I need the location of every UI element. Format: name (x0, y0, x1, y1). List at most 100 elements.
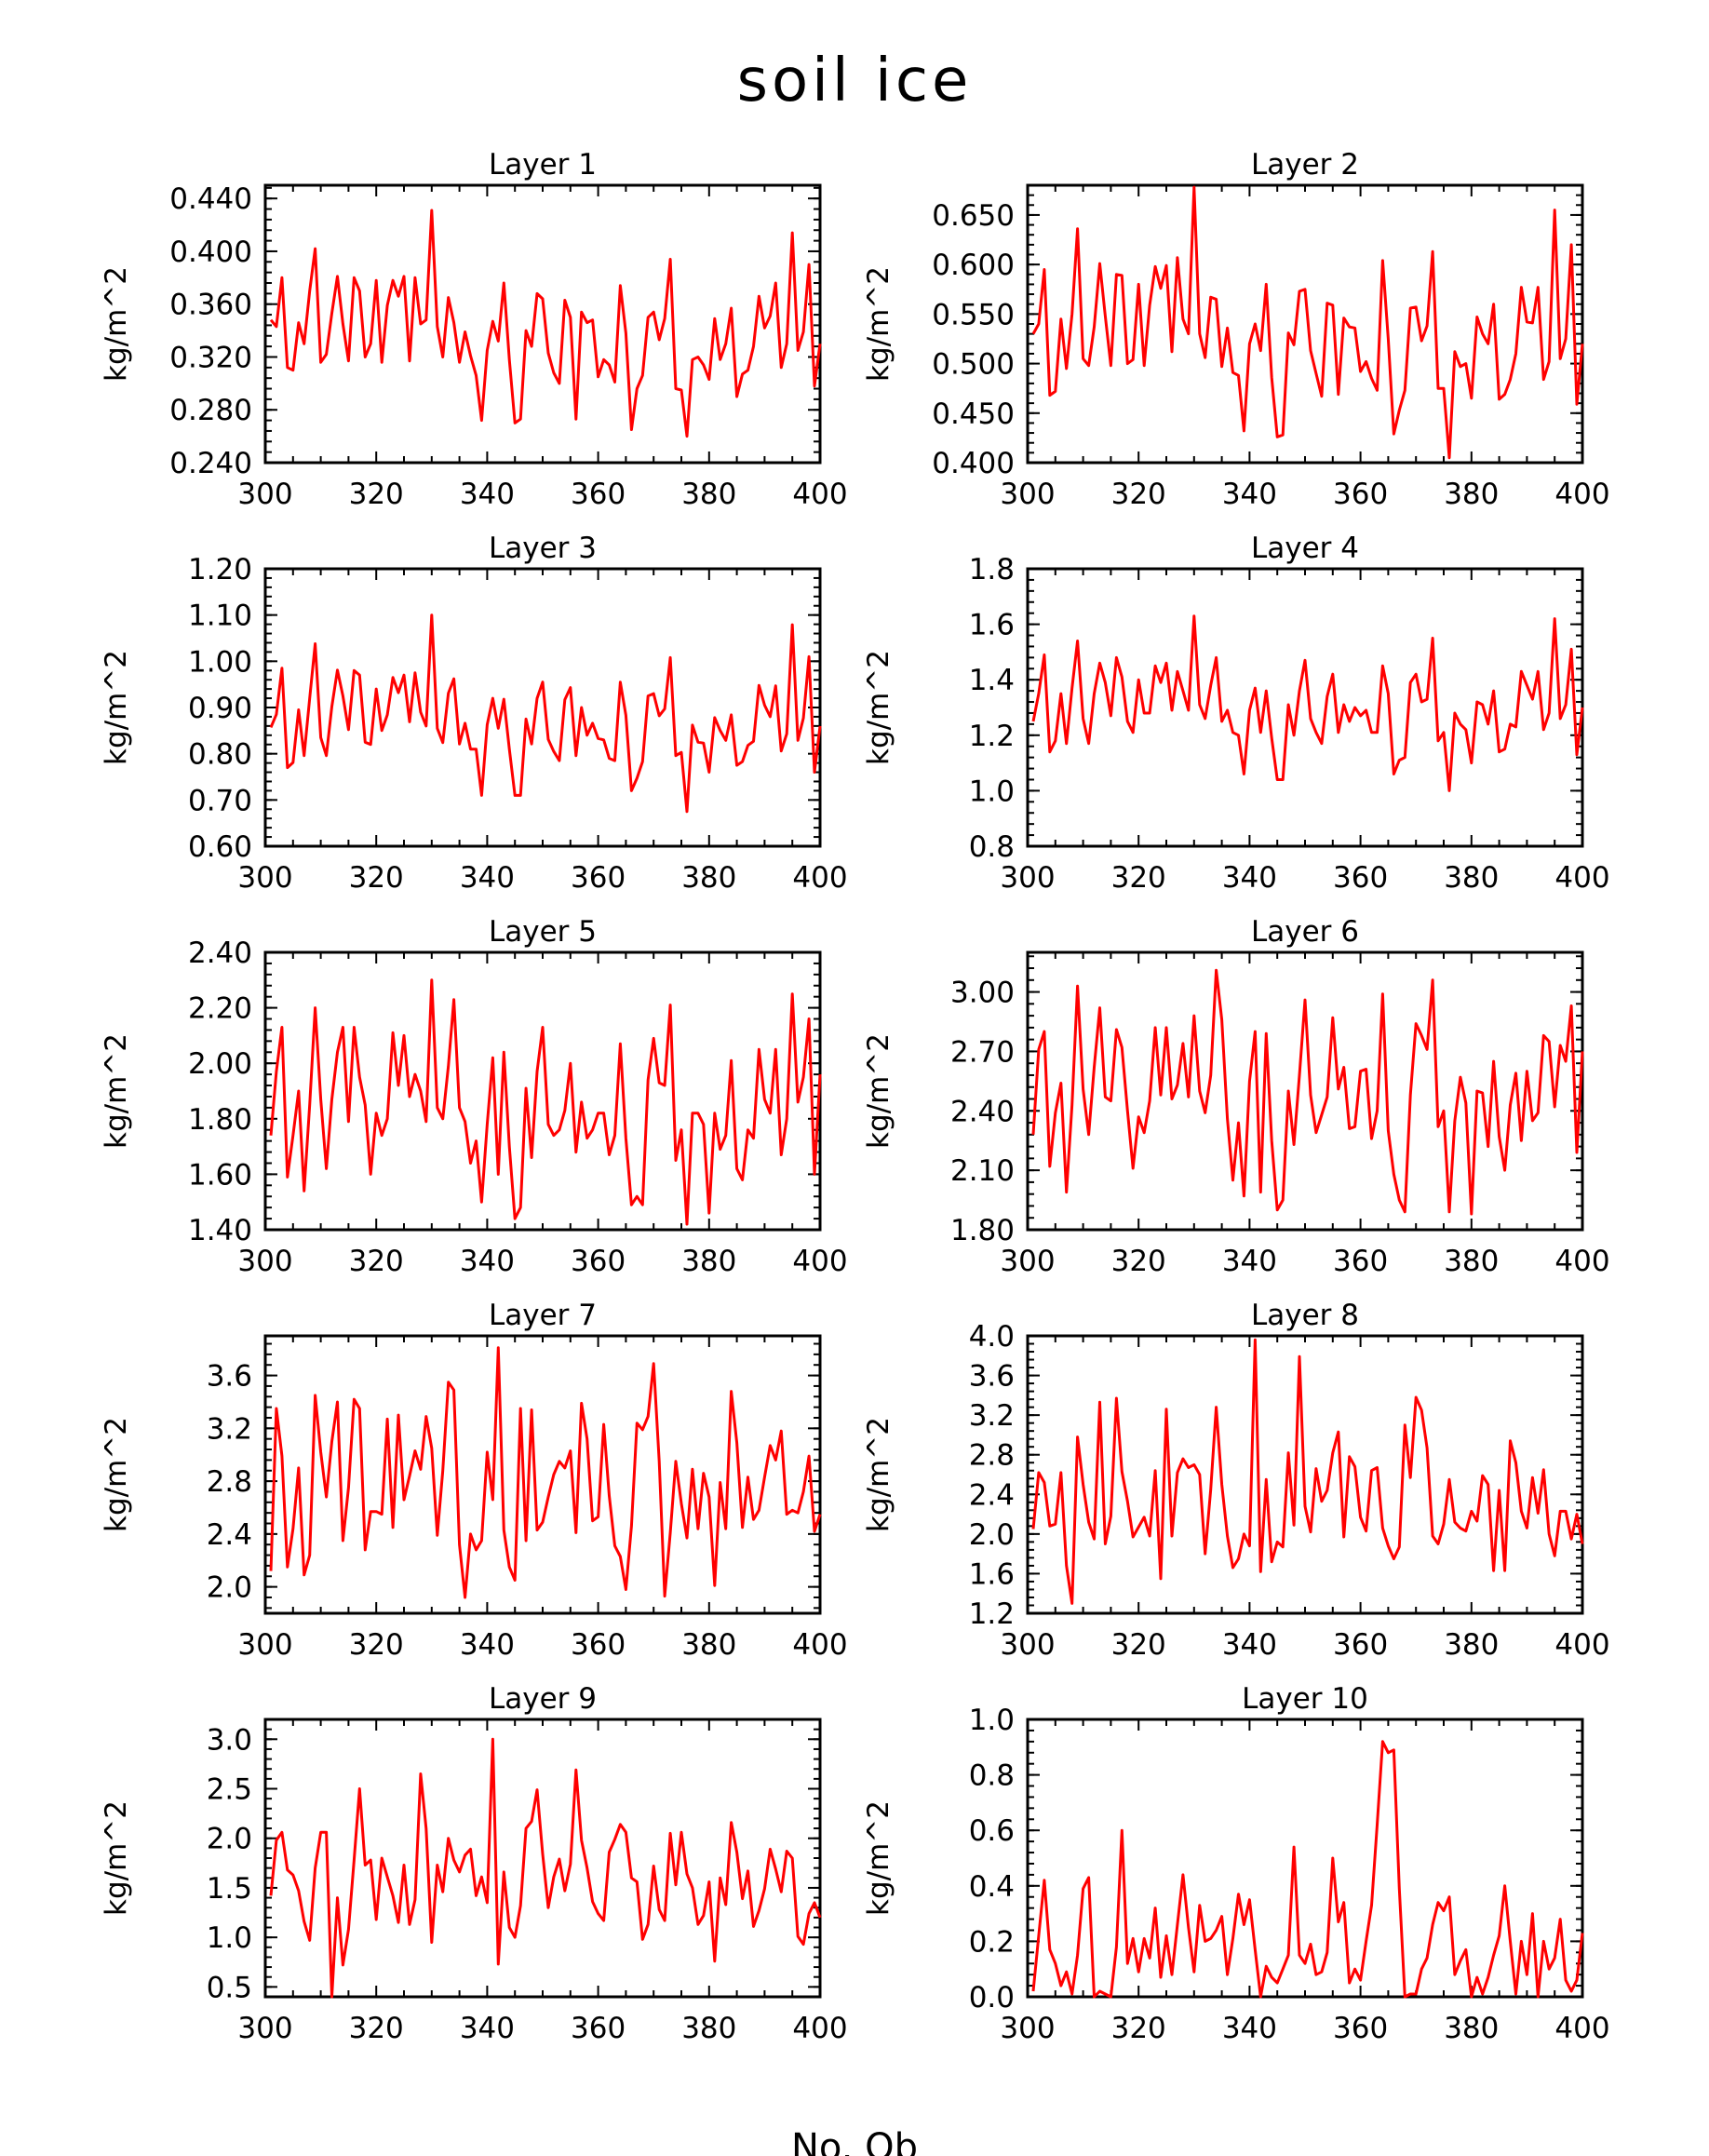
x-tick-label: 380 (681, 478, 736, 511)
y-axis-label: kg/m^2 (862, 1033, 895, 1149)
x-tick-label: 320 (349, 1628, 404, 1662)
y-tick-label: 0.4 (969, 1870, 1015, 1904)
x-tick-label: 360 (1333, 2012, 1388, 2045)
panel-3: 300 320 340 360 380 400 0.60 0.70 0.80 0.90 1.00 1.… (100, 532, 848, 895)
y-tick-label: 0.8 (969, 830, 1015, 864)
series-line (269, 1737, 822, 1999)
main-title: soil ice (737, 47, 973, 115)
x-tick-label: 360 (1333, 1628, 1388, 1662)
y-tick-label: 0.240 (169, 447, 252, 480)
y-tick-label: 3.6 (207, 1360, 252, 1394)
x-tick-label: 300 (237, 2012, 292, 2045)
x-tick-label: 340 (1222, 1245, 1277, 1278)
x-tick-label: 380 (1444, 1245, 1499, 1278)
y-tick-label: 2.0 (207, 1823, 252, 1856)
y-tick-label: 0.320 (169, 341, 252, 374)
y-tick-label: 2.5 (207, 1773, 252, 1807)
y-tick-label: 2.10 (950, 1154, 1015, 1188)
y-tick-label: 0.650 (932, 199, 1015, 233)
x-tick-label: 380 (1444, 478, 1499, 511)
x-tick-label: 320 (1111, 2012, 1166, 2045)
y-tick-label: 2.00 (188, 1047, 252, 1081)
y-tick-label: 2.8 (969, 1439, 1015, 1473)
x-tick-label: 300 (237, 478, 292, 511)
y-tick-label: 1.40 (188, 1214, 252, 1247)
x-tick-label: 360 (1333, 478, 1388, 511)
x-tick-label: 400 (792, 1628, 847, 1662)
series-line (269, 613, 822, 814)
y-tick-label: 3.0 (207, 1723, 252, 1757)
y-tick-label: 1.6 (969, 609, 1015, 642)
panel-title: Layer 6 (1251, 915, 1359, 949)
y-tick-label: 1.5 (207, 1872, 252, 1906)
x-tick-label: 340 (460, 1245, 515, 1278)
series-line (1031, 1740, 1584, 1999)
series-line (1031, 185, 1584, 460)
y-tick-label: 0.5 (207, 1971, 252, 2004)
y-tick-label: 0.360 (169, 289, 252, 322)
y-tick-label: 0.2 (969, 1925, 1015, 1959)
plot-frame (1026, 1718, 1584, 1999)
y-tick-label: 2.20 (188, 992, 252, 1026)
y-axis-label: kg/m^2 (100, 650, 133, 765)
panel-title: Layer 3 (489, 532, 597, 565)
plot-frame (263, 567, 822, 848)
x-tick-label: 300 (1000, 861, 1055, 895)
x-tick-label: 320 (349, 478, 404, 511)
x-tick-label: 360 (571, 1245, 626, 1278)
x-tick-label: 400 (1554, 1628, 1609, 1662)
panel-6: 300 320 340 360 380 400 1.80 2.10 2.40 2.70 3.00 La… (862, 915, 1610, 1278)
y-tick-label: 3.6 (969, 1360, 1015, 1394)
y-tick-label: 0.400 (169, 236, 252, 269)
x-tick-label: 380 (1444, 2012, 1499, 2045)
x-tick-label: 320 (1111, 478, 1166, 511)
y-tick-label: 1.80 (950, 1214, 1015, 1247)
y-tick-label: 2.0 (207, 1571, 252, 1605)
panel-title: Layer 7 (489, 1299, 597, 1332)
panel-1: 300 320 340 360 380 400 0.240 0.280 0.320 0.360 0.… (100, 148, 848, 511)
plot-frame (1026, 183, 1584, 465)
x-tick-label: 320 (349, 861, 404, 895)
y-tick-label: 0.90 (188, 692, 252, 725)
panel-title: Layer 5 (489, 915, 597, 949)
panel-10: 300 320 340 360 380 400 0.0 0.2 0.4 0.6 0.8 1.0 Laye… (862, 1682, 1610, 2045)
y-axis-label: kg/m^2 (862, 650, 895, 765)
panel-9: 300 320 340 360 380 400 0.5 1.0 1.5 2.0 2.5 3.0 Laye… (100, 1682, 848, 2045)
x-tick-label: 300 (1000, 1628, 1055, 1662)
y-tick-label: 1.00 (188, 645, 252, 679)
panel-7: 300 320 340 360 380 400 2.0 2.4 2.8 3.2 3.6 Layer 7… (100, 1299, 848, 1662)
y-tick-label: 1.6 (969, 1557, 1015, 1591)
x-tick-label: 340 (1222, 1628, 1277, 1662)
x-tick-label: 300 (237, 861, 292, 895)
y-tick-label: 2.0 (969, 1518, 1015, 1552)
x-tick-label: 300 (237, 1245, 292, 1278)
series-line (269, 978, 822, 1226)
x-tick-label: 380 (681, 861, 736, 895)
y-tick-label: 1.0 (207, 1921, 252, 1955)
x-tick-label: 380 (681, 1628, 736, 1662)
y-tick-label: 1.80 (188, 1103, 252, 1137)
x-tick-label: 340 (460, 1628, 515, 1662)
y-axis-label: kg/m^2 (862, 266, 895, 382)
x-tick-label: 320 (1111, 861, 1166, 895)
y-tick-label: 2.4 (969, 1478, 1015, 1512)
x-tick-label: 360 (571, 2012, 626, 2045)
y-axis-label: kg/m^2 (862, 1800, 895, 1916)
x-tick-label: 340 (1222, 861, 1277, 895)
x-tick-label: 380 (681, 2012, 736, 2045)
y-tick-label: 0.280 (169, 394, 252, 427)
series-line (1031, 1338, 1584, 1605)
x-tick-label: 320 (1111, 1628, 1166, 1662)
y-tick-label: 2.4 (207, 1518, 252, 1552)
y-tick-label: 1.2 (969, 1597, 1015, 1631)
panel-title: Layer 10 (1242, 1682, 1368, 1716)
y-tick-label: 3.00 (950, 977, 1015, 1010)
y-tick-label: 1.0 (969, 775, 1015, 808)
panel-4: 300 320 340 360 380 400 0.8 1.0 1.2 1.4 1.6 1.8 Laye… (862, 532, 1610, 895)
x-tick-label: 360 (1333, 1245, 1388, 1278)
x-tick-label: 340 (1222, 478, 1277, 511)
x-tick-label: 380 (681, 1245, 736, 1278)
x-tick-label: 400 (1554, 1245, 1609, 1278)
x-tick-label: 380 (1444, 861, 1499, 895)
y-tick-label: 1.8 (969, 553, 1015, 586)
